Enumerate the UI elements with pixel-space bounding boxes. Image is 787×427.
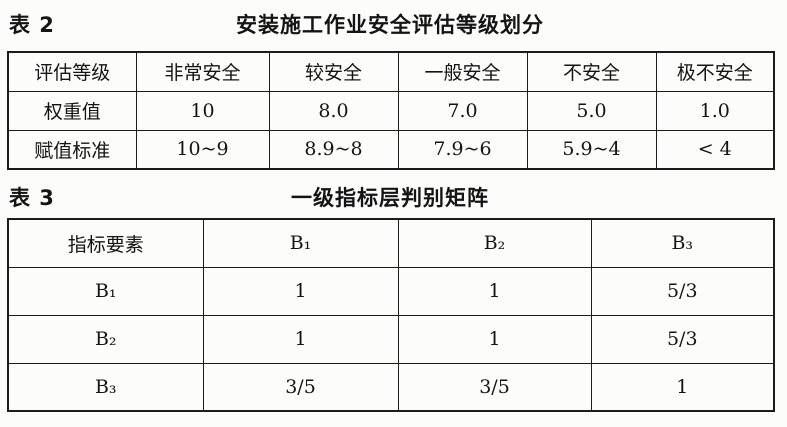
table3-row-b1: B₁ 1 1 5/3 — [7, 266, 775, 316]
table3-title: 一级指标层判别矩阵 — [291, 186, 489, 210]
table2-cell: 7.9~6 — [397, 129, 528, 170]
table3-cell: 5/3 — [590, 266, 775, 316]
table2-cell: 7.0 — [397, 90, 528, 131]
table2-cell: 1.0 — [655, 90, 775, 131]
table2-cell: 8.9~8 — [268, 129, 399, 170]
table2-header-cell: 评估等级 — [7, 51, 137, 92]
table2-header-cell: 非常安全 — [135, 51, 270, 92]
table3-header-cell: B₃ — [590, 218, 775, 268]
table3-row-b3: B₃ 3/5 3/5 1 — [7, 362, 775, 412]
table2-caption: 表 2 安装施工作业安全评估等级划分 — [7, 11, 773, 39]
table3: 指标要素 B₁ B₂ B₃ B₁ 1 1 5/3 B₂ 1 1 5/3 B₃ 3… — [7, 218, 775, 412]
table3-cell: 1 — [202, 314, 399, 364]
table2-cell: 10 — [135, 90, 270, 131]
table2-header-cell: 较安全 — [268, 51, 399, 92]
table3-header-cell: B₂ — [397, 218, 592, 268]
table3-cell: 3/5 — [202, 362, 399, 412]
table2-cell: 5.9~4 — [526, 129, 657, 170]
table2-cell: 8.0 — [268, 90, 399, 131]
table2-cell: 10~9 — [135, 129, 270, 170]
table3-cell: 3/5 — [397, 362, 592, 412]
table2-cell: < 4 — [655, 129, 775, 170]
table3-cell: 1 — [202, 266, 399, 316]
table2-header-row: 评估等级 非常安全 较安全 一般安全 不安全 极不安全 — [7, 51, 775, 92]
table3-row-b2: B₂ 1 1 5/3 — [7, 314, 775, 364]
table2-row-standard: 赋值标准 10~9 8.9~8 7.9~6 5.9~4 < 4 — [7, 129, 775, 170]
table3-cell: 1 — [590, 362, 775, 412]
table3-cell: 1 — [397, 266, 592, 316]
table3-cell: 1 — [397, 314, 592, 364]
table2-header-cell: 极不安全 — [655, 51, 775, 92]
table3-cell: B₃ — [7, 362, 204, 412]
table2: 评估等级 非常安全 较安全 一般安全 不安全 极不安全 权重值 10 8.0 7… — [7, 51, 775, 170]
table2-header-cell: 不安全 — [526, 51, 657, 92]
table2-label: 表 2 — [9, 13, 55, 37]
table2-cell: 权重值 — [7, 90, 137, 131]
table2-header-cell: 一般安全 — [397, 51, 528, 92]
table3-header-row: 指标要素 B₁ B₂ B₃ — [7, 218, 775, 268]
table2-cell: 赋值标准 — [7, 129, 137, 170]
table3-cell: B₁ — [7, 266, 204, 316]
table2-row-weight: 权重值 10 8.0 7.0 5.0 1.0 — [7, 90, 775, 131]
table3-cell: 5/3 — [590, 314, 775, 364]
table3-label: 表 3 — [9, 186, 55, 210]
table3-header-cell: B₁ — [202, 218, 399, 268]
table3-caption: 表 3 一级指标层判别矩阵 — [7, 184, 773, 212]
table3-header-cell: 指标要素 — [7, 218, 204, 268]
table2-title: 安装施工作业安全评估等级划分 — [236, 13, 544, 37]
table3-cell: B₂ — [7, 314, 204, 364]
table2-cell: 5.0 — [526, 90, 657, 131]
